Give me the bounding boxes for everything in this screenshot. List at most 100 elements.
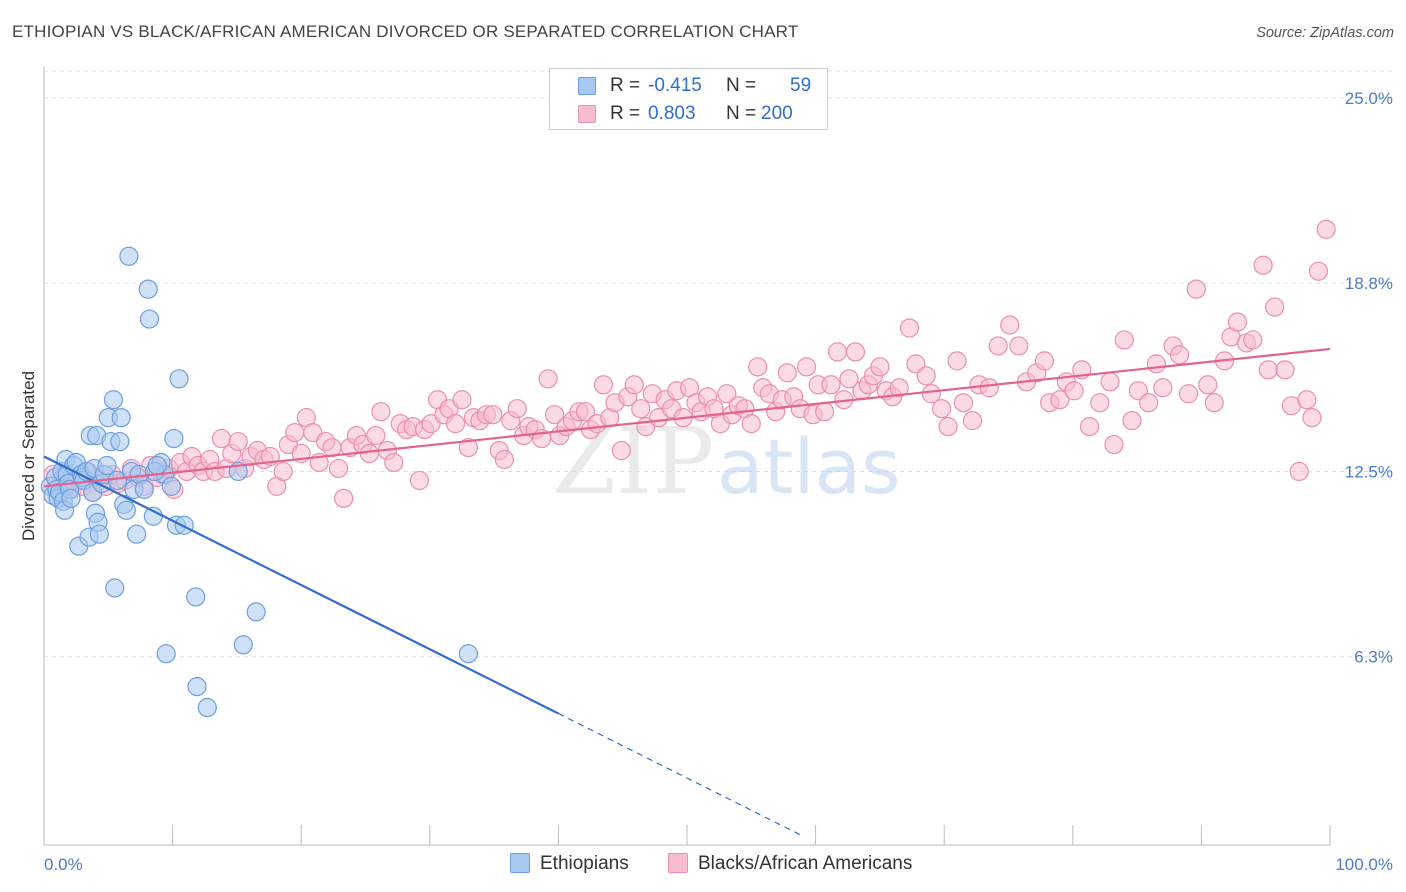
data-point-ethiopians [156,644,176,664]
data-point-blacks [494,449,514,470]
legend-label-ethiopians: Ethiopians [540,853,629,874]
data-point-blacks [1169,345,1190,365]
data-point-blacks [815,402,835,422]
legend-row-blacks: R = 0.803 N = 200 [550,99,827,129]
data-point-ethiopians [186,587,206,607]
data-point-blacks [748,357,768,377]
data-point-blacks [1100,372,1120,392]
data-point-ethiopians [119,246,139,266]
data-point-ethiopians [164,428,184,449]
trend-line-ethiopians [43,455,559,715]
watermark-atlas: atlas [717,422,901,511]
x-tick-labels: 0.0% 100.0% [44,855,1393,874]
data-point-blacks [1243,330,1263,350]
data-point-ethiopians [138,279,158,299]
data-point-blacks [1104,434,1124,455]
legend-r-value: 0.803 [648,103,696,124]
data-point-blacks [1000,315,1020,335]
legend-n-value: 59 [790,75,812,96]
data-point-ethiopians [161,476,181,496]
x-tick-label-min: 0.0% [44,855,83,874]
data-point-ethiopians [147,455,167,476]
data-point-blacks [273,461,293,482]
data-point-blacks [899,318,920,338]
data-point-blacks [1275,360,1295,380]
data-point-blacks [1297,390,1317,410]
data-point-blacks [717,384,737,404]
data-point-ethiopians [97,455,117,476]
data-point-blacks [1050,390,1070,410]
data-point-blacks [1064,381,1084,401]
series-blacks-points [43,219,1336,508]
data-point-blacks [1204,393,1224,413]
data-point-blacks [821,375,841,395]
data-point-blacks [445,414,466,434]
data-point-ethiopians [174,515,194,535]
data-point-blacks [1139,393,1159,413]
legend-swatch-blacks [668,853,688,873]
legend-n-value: 200 [761,103,793,124]
y-tick-label: 18.8% [1345,274,1393,293]
data-point-blacks [889,378,909,398]
data-point-ethiopians [139,309,160,329]
data-point-blacks [988,336,1008,356]
legend-r-value: -0.415 [648,75,702,96]
data-point-blacks [458,437,478,458]
data-point-blacks [228,431,248,452]
legend-swatch-blue [578,77,596,95]
data-point-blacks [409,470,430,491]
data-point-ethiopians [458,644,478,664]
data-point-blacks [1198,375,1218,395]
data-point-blacks [328,458,349,479]
data-point-blacks [624,375,644,395]
data-point-blacks [1227,312,1248,332]
data-point-blacks [366,425,386,446]
legend-r-label: R = [610,75,641,96]
data-point-ethiopians [103,390,124,410]
data-point-blacks [575,402,596,422]
data-point-blacks [777,363,797,383]
data-point-blacks [507,399,527,419]
data-point-blacks [1302,408,1322,428]
legend-r-label: R = [610,103,641,124]
data-point-ethiopians [110,431,130,452]
legend-swatch-ethiopians [510,853,530,873]
trend-lines [43,347,1331,837]
data-point-blacks [953,393,974,413]
data-point-ethiopians [105,578,125,598]
data-point-ethiopians [197,697,217,718]
data-point-blacks [938,417,958,437]
data-point-blacks [839,369,859,389]
data-point-blacks [1079,417,1100,437]
data-point-blacks [611,440,632,461]
data-point-blacks [452,390,472,410]
data-point-blacks [544,405,565,425]
data-point-ethiopians [246,602,266,622]
trend-line-blacks [43,347,1331,488]
data-point-blacks [631,399,651,419]
data-point-blacks [1090,393,1110,413]
legend-swatch-pink [578,105,596,123]
data-point-blacks [371,402,391,422]
y-tick-label: 6.3% [1354,648,1393,667]
y-tick-label: 25.0% [1345,89,1393,108]
y-tick-labels: 6.3% 12.5% 18.8% 25.0% [1345,89,1393,667]
data-point-blacks [741,414,761,434]
data-point-ethiopians [126,524,147,544]
data-point-blacks [1186,279,1206,299]
data-point-blacks [334,488,354,508]
data-point-blacks [359,443,379,464]
data-point-blacks [932,399,952,419]
data-point-blacks [845,342,866,362]
y-tick-label: 12.5% [1345,462,1393,481]
legend-n-label: N = [726,103,757,124]
data-point-blacks [593,375,614,395]
series-legend: Ethiopians Blacks/African Americans [0,850,1406,878]
data-point-blacks [1308,261,1329,281]
data-point-ethiopians [116,500,136,520]
data-point-ethiopians [134,479,154,499]
data-point-blacks [285,422,305,443]
legend-label-blacks: Blacks/African Americans [698,853,913,874]
data-point-blacks [1034,351,1055,371]
data-point-blacks [1122,411,1142,431]
